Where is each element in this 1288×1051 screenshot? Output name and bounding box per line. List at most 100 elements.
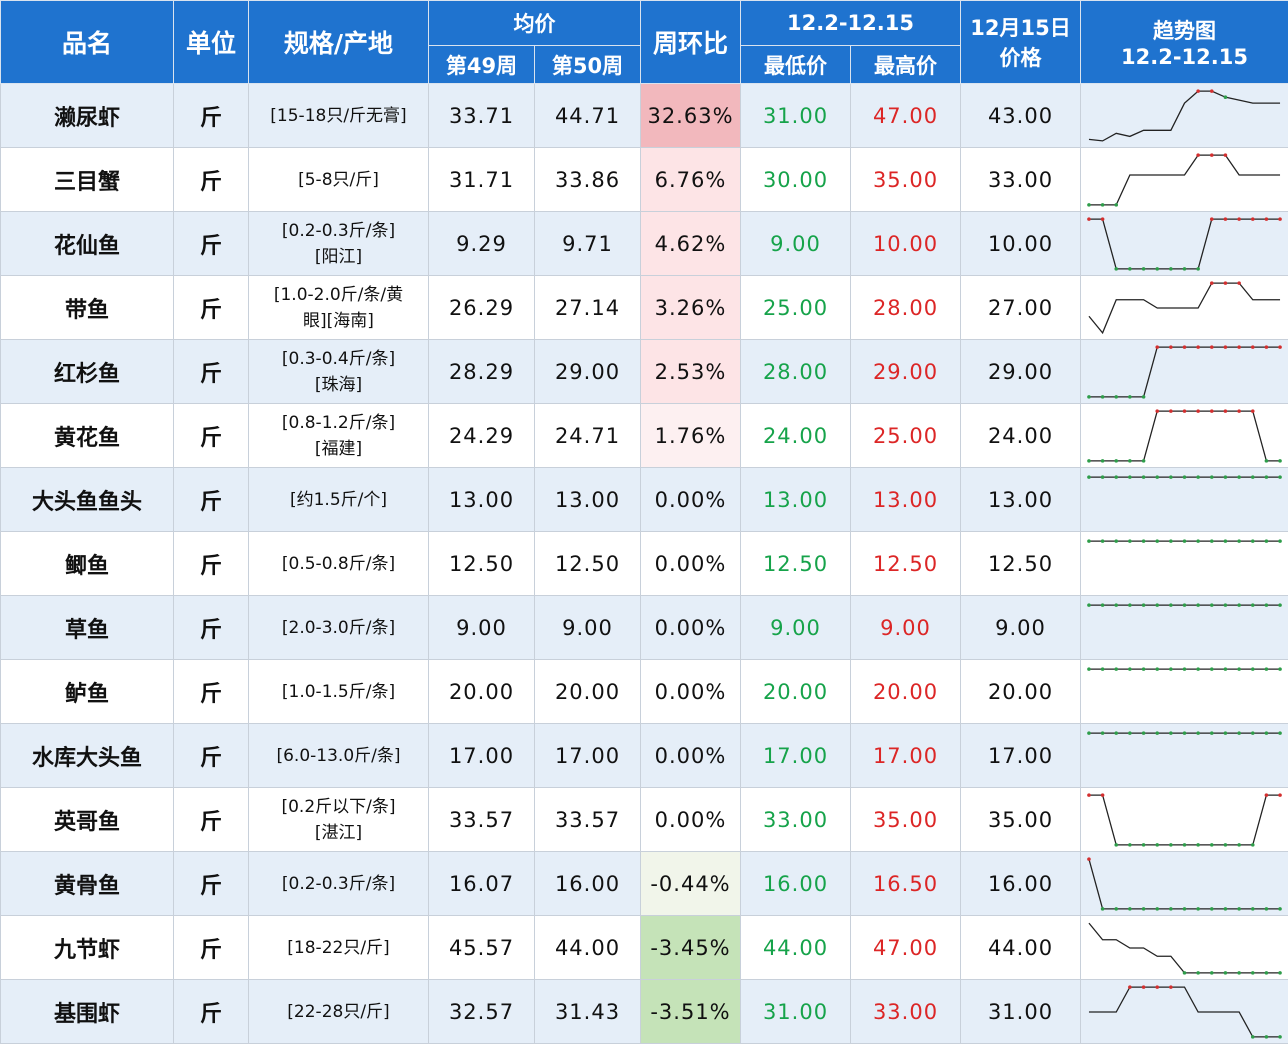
- trend-point: [1155, 474, 1160, 479]
- cell-week49: 9.00: [428, 595, 535, 660]
- cell-week49: 16.07: [428, 851, 535, 916]
- trend-point: [1250, 538, 1255, 543]
- cell-week49: 32.57: [428, 979, 535, 1044]
- trend-point: [1237, 906, 1241, 911]
- trend-point: [1223, 344, 1228, 349]
- trend-point: [1141, 984, 1146, 989]
- cell-week50: 33.57: [534, 787, 641, 852]
- trend-point: [1087, 666, 1091, 671]
- cell-unit: 斤: [173, 659, 249, 724]
- trend-point: [1223, 408, 1228, 413]
- trend-point: [1155, 408, 1160, 413]
- cell-week-over-week: 0.00%: [640, 787, 741, 852]
- cell-today-price: 16.00: [960, 851, 1081, 916]
- trend-point: [1087, 538, 1091, 543]
- spec-line1: [0.8-1.2斤/条]: [281, 412, 396, 433]
- cell-unit: 斤: [173, 915, 249, 980]
- trend-point: [1114, 906, 1119, 911]
- cell-max-price: 29.00: [850, 339, 961, 404]
- trend-point: [1128, 730, 1132, 735]
- cell-name: 大头鱼鱼头: [0, 467, 174, 532]
- trend-point: [1264, 792, 1269, 797]
- table-header: 品名 单位 规格/产地 均价 周环比 12.2-12.15 12月15日 价格 …: [0, 0, 1288, 84]
- cell-week-over-week: 0.00%: [640, 531, 741, 596]
- trend-point: [1209, 538, 1214, 543]
- trend-point: [1223, 474, 1228, 479]
- trend-point: [1169, 666, 1173, 671]
- cell-week49: 28.29: [428, 339, 535, 404]
- header-unit: 单位: [173, 0, 249, 84]
- spec-line1: [1.0-2.0斤/条/黄: [273, 284, 404, 305]
- cell-name: 九节虾: [0, 915, 174, 980]
- trend-point: [1182, 666, 1187, 671]
- trend-sparkline: [1088, 280, 1281, 334]
- cell-name: 草鱼: [0, 595, 174, 660]
- trend-line: [1088, 922, 1281, 974]
- spec-line2: [湛江]: [314, 822, 363, 843]
- spec-line1: [0.5-0.8斤/条]: [281, 553, 396, 574]
- cell-max-price: 35.00: [850, 787, 961, 852]
- cell-week-over-week: -3.45%: [640, 915, 741, 980]
- spec-line2: [福建]: [314, 438, 363, 459]
- cell-min-price: 17.00: [740, 723, 851, 788]
- table-row: 黄骨鱼斤 [0.2-0.3斤/条] 16.07 16.00 -0.44% 16.00 16.…: [0, 851, 1288, 916]
- trend-point: [1087, 792, 1091, 797]
- trend-point: [1278, 216, 1282, 221]
- trend-point: [1223, 906, 1228, 911]
- cell-week50: 24.71: [534, 403, 641, 468]
- cell-max-price: 16.50: [850, 851, 961, 916]
- trend-point: [1250, 1034, 1255, 1039]
- trend-point: [1155, 984, 1160, 989]
- cell-max-price: 25.00: [850, 403, 961, 468]
- trend-point: [1114, 538, 1119, 543]
- header-spec: 规格/产地: [248, 0, 429, 84]
- cell-trend: [1080, 147, 1288, 212]
- trend-point: [1196, 602, 1200, 607]
- trend-point: [1141, 266, 1146, 271]
- trend-point: [1264, 474, 1269, 479]
- spec-line1: [5-8只/斤]: [298, 169, 379, 190]
- cell-week-over-week: 0.00%: [640, 467, 741, 532]
- cell-max-price: 13.00: [850, 467, 961, 532]
- trend-point: [1278, 906, 1282, 911]
- trend-point: [1196, 730, 1200, 735]
- cell-unit: 斤: [173, 147, 249, 212]
- cell-week50: 44.71: [534, 83, 641, 148]
- cell-trend: [1080, 275, 1288, 340]
- cell-week50: 20.00: [534, 659, 641, 724]
- trend-sparkline: [1088, 922, 1282, 975]
- trend-point: [1169, 538, 1173, 543]
- trend-point: [1114, 202, 1119, 207]
- trend-point: [1278, 1034, 1282, 1039]
- trend-point: [1209, 474, 1214, 479]
- trend-point: [1223, 666, 1228, 671]
- table-row: 英哥鱼斤 [0.2斤以下/条] [湛江] 33.57 33.57 0.00% 33.00 35…: [0, 787, 1288, 852]
- cell-spec: [0.8-1.2斤/条] [福建]: [248, 403, 429, 468]
- header-today-price: 12月15日 价格: [960, 0, 1081, 84]
- spec-line1: [0.2斤以下/条]: [281, 796, 396, 817]
- trend-point: [1196, 408, 1200, 413]
- trend-sparkline: [1087, 408, 1282, 463]
- trend-point: [1250, 970, 1255, 975]
- trend-point: [1223, 730, 1228, 735]
- cell-name: 英哥鱼: [0, 787, 174, 852]
- trend-point: [1264, 602, 1269, 607]
- table-row: 基围虾斤 [22-28只/斤] 32.57 31.43 -3.51% 31.00 33.00…: [0, 979, 1288, 1044]
- cell-max-price: 12.50: [850, 531, 961, 596]
- spec-line1: [22-28只/斤]: [287, 1001, 390, 1022]
- trend-point: [1169, 602, 1173, 607]
- cell-today-price: 17.00: [960, 723, 1081, 788]
- trend-sparkline: [1087, 856, 1282, 911]
- trend-point: [1196, 538, 1200, 543]
- trend-point: [1237, 970, 1241, 975]
- trend-point: [1128, 906, 1132, 911]
- trend-point: [1182, 538, 1187, 543]
- cell-min-price: 31.00: [740, 83, 851, 148]
- trend-point: [1237, 474, 1241, 479]
- trend-point: [1237, 408, 1241, 413]
- trend-point: [1100, 602, 1105, 607]
- trend-point: [1100, 458, 1105, 463]
- trend-point: [1196, 266, 1200, 271]
- spec-line1: [0.3-0.4斤/条]: [281, 348, 396, 369]
- cell-today-price: 29.00: [960, 339, 1081, 404]
